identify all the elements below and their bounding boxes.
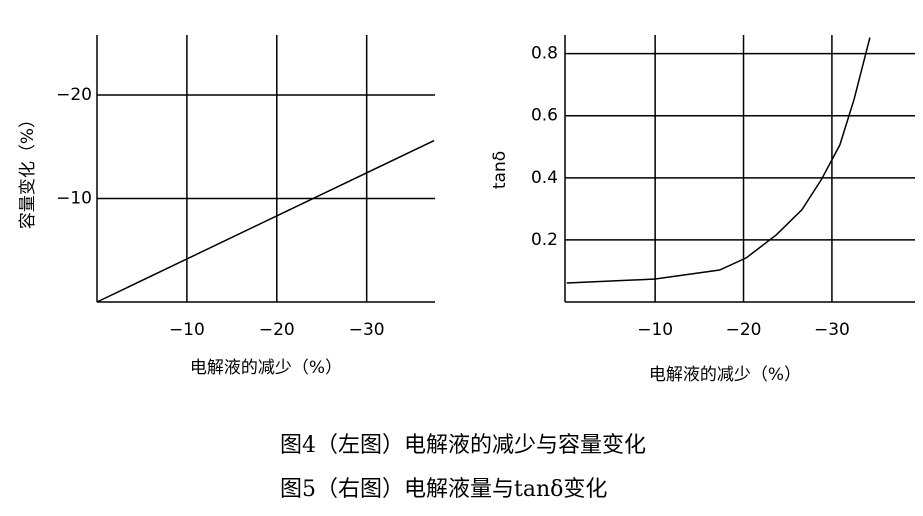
y-axis-label: 容量变化（%）	[18, 111, 38, 229]
y-tick-label: 0.4	[531, 168, 558, 188]
caption: 图4（左图）电解液的减少与容量变化	[280, 433, 646, 458]
x-axis-label: 电解液的减少（%）	[649, 365, 801, 385]
line	[96, 139, 435, 303]
line	[566, 37, 871, 284]
y-tick-label: 0.8	[531, 44, 558, 64]
y-tick-label: 0.2	[531, 230, 558, 250]
y-axis-label: tanδ	[490, 151, 510, 189]
x-axis-label: 电解液的减少（%）	[190, 358, 342, 378]
x-tick-label: −20	[726, 320, 762, 340]
y-tick-label: −20	[56, 85, 92, 105]
y-tick-label: 0.6	[531, 106, 558, 126]
caption: 图5（右图）电解液量与tanδ变化	[280, 477, 607, 502]
x-tick-label: −20	[259, 320, 295, 340]
x-tick-label: −10	[169, 320, 205, 340]
x-tick-label: −30	[349, 320, 385, 340]
y-tick-label: −10	[56, 189, 92, 209]
x-tick-label: −30	[814, 320, 850, 340]
x-tick-label: −10	[637, 320, 673, 340]
